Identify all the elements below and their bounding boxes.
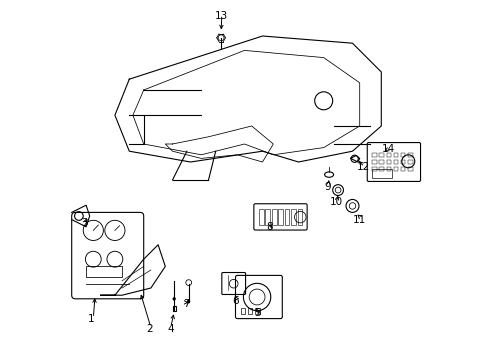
Bar (247, 308, 252, 314)
Bar (386, 160, 390, 164)
Bar (379, 167, 383, 171)
Bar (265, 209, 269, 225)
Bar (297, 209, 302, 225)
Text: 9: 9 (324, 182, 330, 192)
Bar (393, 153, 397, 157)
Bar (407, 167, 412, 171)
Bar (278, 209, 283, 225)
Text: 1: 1 (88, 314, 95, 324)
Bar (400, 167, 405, 171)
Text: 3: 3 (81, 218, 87, 228)
Text: 13: 13 (214, 11, 227, 21)
Text: 7: 7 (183, 299, 190, 309)
Bar (86, 266, 122, 277)
Text: 2: 2 (145, 324, 152, 334)
Text: 8: 8 (266, 222, 272, 232)
Text: 5: 5 (253, 308, 260, 318)
Bar (258, 209, 263, 225)
Bar (284, 209, 289, 225)
Text: 14: 14 (381, 144, 394, 154)
Bar (241, 308, 244, 314)
Bar (379, 160, 383, 164)
Text: 10: 10 (329, 197, 342, 207)
Bar (172, 306, 176, 311)
Bar (407, 153, 412, 157)
Bar (371, 169, 391, 178)
Bar (386, 153, 390, 157)
Bar (255, 308, 259, 314)
Bar (393, 167, 397, 171)
Bar (386, 167, 390, 171)
Bar (371, 167, 376, 171)
Text: 11: 11 (352, 215, 366, 225)
Bar (271, 209, 276, 225)
Bar (371, 160, 376, 164)
Bar (407, 160, 412, 164)
Bar (400, 153, 405, 157)
Bar (393, 160, 397, 164)
Text: 12: 12 (356, 162, 369, 172)
Text: 6: 6 (232, 296, 238, 306)
Bar (379, 153, 383, 157)
Text: 4: 4 (167, 324, 174, 334)
Bar (291, 209, 295, 225)
Bar (371, 153, 376, 157)
Bar (400, 160, 405, 164)
